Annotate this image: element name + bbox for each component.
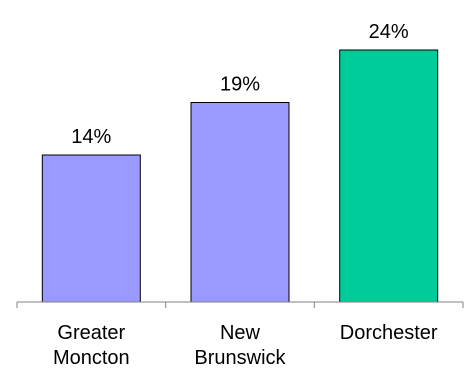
x-tick-label-2: Dorchester: [340, 322, 438, 344]
data-label-1: 19%: [220, 74, 260, 96]
x-tick-labels: Greater Moncton New Brunswick Dorchester: [53, 322, 438, 369]
data-label-0: 14%: [71, 126, 111, 148]
bars-layer: [41, 49, 439, 303]
x-axis: [16, 301, 464, 308]
x-tick-label-0-line-1: Moncton: [53, 347, 130, 369]
x-tick-label-1-line-0: New: [220, 322, 261, 344]
bar-1: [190, 102, 290, 303]
x-tick-label-0: Greater Moncton: [53, 322, 130, 369]
x-tick-label-1-line-1: Brunswick: [194, 347, 286, 369]
value-labels-layer: 14% 19% 24%: [71, 21, 409, 148]
x-tick-label-0-line-0: Greater: [57, 322, 125, 344]
x-tick-label-1: New Brunswick: [194, 322, 286, 369]
bar-2: [339, 49, 439, 303]
data-label-2: 24%: [369, 21, 409, 43]
bar-0: [41, 154, 141, 303]
x-tick-label-2-line-0: Dorchester: [340, 322, 438, 344]
